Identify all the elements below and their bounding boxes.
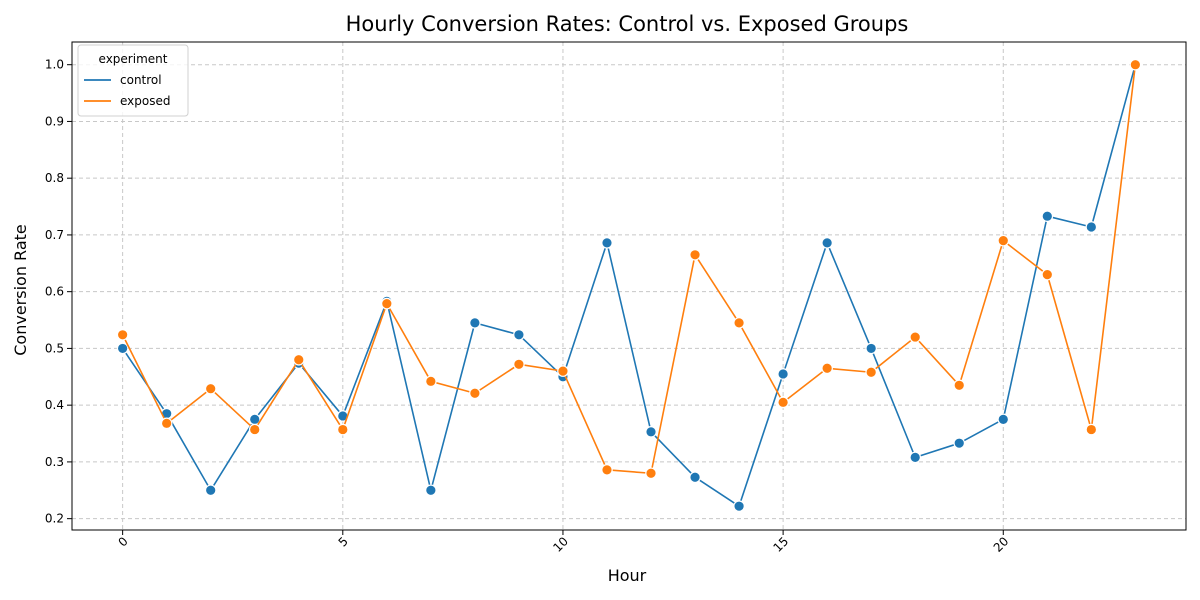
legend-frame	[77, 44, 189, 117]
data-point-exposed	[689, 248, 701, 261]
data-point-exposed	[557, 365, 569, 377]
y-tick-label: 1.0	[45, 58, 64, 72]
data-point-exposed	[425, 375, 437, 388]
data-point-exposed	[204, 382, 217, 395]
y-axis-ticks: 0.2 0.3 0.4 0.5 0.6 0.7 0.8 0.9 1.0	[45, 58, 72, 526]
data-point-exposed	[116, 328, 129, 341]
y-axis-title: Conversion Rate	[11, 224, 30, 355]
grid	[72, 42, 1186, 530]
y-tick-label: 0.5	[45, 341, 64, 355]
data-point-control	[821, 237, 833, 249]
series-line-exposed	[121, 64, 1137, 475]
y-tick-label: 0.9	[45, 114, 64, 128]
data-point-control	[1085, 221, 1098, 233]
data-point-control	[204, 484, 217, 497]
data-point-exposed	[997, 234, 1010, 247]
y-tick-label: 0.6	[45, 285, 64, 299]
y-tick-label: 0.7	[45, 228, 64, 242]
y-tick-label: 0.2	[45, 512, 64, 526]
x-axis-title: Hour	[608, 566, 647, 585]
legend-entries: control exposed	[84, 73, 170, 108]
y-tick-label: 0.3	[45, 455, 64, 469]
y-tick-label: 0.4	[45, 398, 64, 412]
legend: experiment control exposed	[77, 44, 189, 117]
data-point-exposed	[248, 423, 261, 436]
data-point-control	[953, 437, 966, 449]
data-point-control	[997, 413, 1010, 426]
series-layer	[116, 58, 1142, 512]
data-point-exposed	[821, 362, 833, 375]
data-point-exposed	[865, 366, 877, 379]
data-point-exposed	[1041, 268, 1054, 281]
data-point-exposed	[733, 317, 745, 329]
y-tick-label: 0.8	[45, 171, 64, 185]
data-point-control	[601, 237, 613, 249]
legend-title: experiment	[99, 52, 168, 66]
data-point-exposed	[909, 331, 922, 343]
chart-title: Hourly Conversion Rates: Control vs. Exp…	[346, 12, 909, 36]
series-exposed	[116, 58, 1142, 480]
data-point-exposed	[601, 464, 613, 476]
data-point-exposed	[292, 353, 305, 366]
data-point-control	[865, 342, 877, 355]
data-point-control	[1041, 210, 1054, 223]
legend-label-control: control	[120, 73, 162, 87]
data-point-exposed	[1085, 423, 1098, 436]
data-point-control	[645, 426, 657, 438]
data-point-exposed	[777, 396, 789, 409]
legend-label-exposed: exposed	[120, 94, 170, 108]
data-point-control	[116, 342, 129, 355]
data-point-exposed	[1129, 58, 1142, 71]
data-point-control	[425, 484, 437, 497]
data-point-control	[513, 328, 525, 341]
data-point-exposed	[381, 297, 393, 310]
data-point-control	[689, 471, 701, 484]
data-point-exposed	[336, 423, 349, 436]
data-point-exposed	[953, 379, 966, 392]
data-point-control	[469, 317, 481, 329]
data-point-exposed	[160, 417, 173, 430]
data-point-control	[909, 451, 922, 464]
data-point-control	[733, 500, 745, 512]
plot-area-frame	[71, 41, 1187, 531]
data-point-exposed	[645, 467, 657, 480]
data-point-control	[777, 368, 789, 380]
data-point-exposed	[513, 358, 525, 371]
data-point-exposed	[469, 387, 481, 400]
